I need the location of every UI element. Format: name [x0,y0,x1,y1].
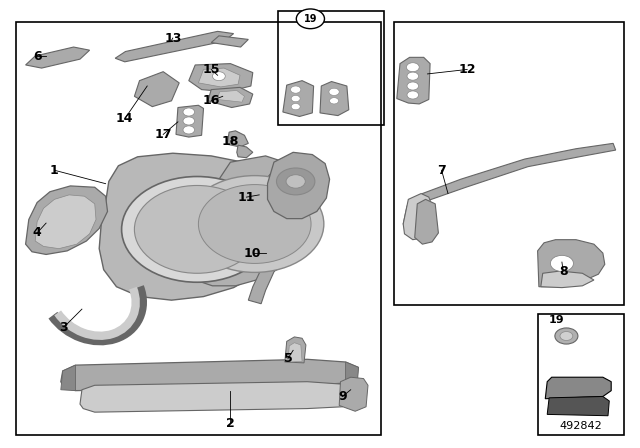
Circle shape [550,255,573,271]
Text: 19: 19 [549,315,564,325]
Circle shape [406,63,419,72]
Polygon shape [538,240,605,287]
Polygon shape [61,365,76,391]
Polygon shape [208,87,253,108]
Polygon shape [242,170,285,229]
Polygon shape [339,377,368,411]
Circle shape [183,126,195,134]
Text: 7: 7 [437,164,446,177]
Circle shape [291,86,301,93]
Polygon shape [403,143,616,229]
Circle shape [407,82,419,90]
Polygon shape [237,145,253,158]
Polygon shape [189,64,253,92]
Text: 13: 13 [164,31,182,45]
Circle shape [330,98,339,104]
Polygon shape [320,82,349,116]
Text: 16: 16 [202,94,220,108]
Polygon shape [198,68,240,87]
Text: 492842: 492842 [560,421,602,431]
Circle shape [291,103,300,110]
Circle shape [291,95,300,102]
Text: 17: 17 [154,128,172,141]
Text: 14: 14 [116,112,134,125]
Polygon shape [541,271,594,288]
Polygon shape [134,72,179,107]
Polygon shape [99,153,296,300]
Text: 18: 18 [221,134,239,148]
Circle shape [183,117,195,125]
Polygon shape [176,105,204,137]
Circle shape [407,72,419,80]
Polygon shape [115,31,234,62]
Circle shape [122,177,273,282]
Polygon shape [80,382,357,412]
Circle shape [296,9,324,29]
Polygon shape [288,343,302,362]
Polygon shape [211,36,248,47]
Text: 19: 19 [303,14,317,24]
Text: 11: 11 [237,190,255,204]
Text: 9: 9 [338,390,347,403]
Text: 10: 10 [244,246,262,260]
Circle shape [134,185,260,273]
Polygon shape [61,359,358,391]
Polygon shape [285,337,306,363]
Circle shape [329,88,339,95]
Polygon shape [268,152,330,219]
Polygon shape [403,194,435,240]
Text: 8: 8 [559,264,568,278]
Text: 1: 1 [50,164,59,177]
Circle shape [183,108,195,116]
Polygon shape [248,238,288,304]
Polygon shape [547,396,609,416]
Text: 6: 6 [33,49,42,63]
Circle shape [276,168,315,195]
Circle shape [555,328,578,344]
Circle shape [286,175,305,188]
Circle shape [212,72,225,81]
Polygon shape [26,186,108,254]
Polygon shape [187,156,317,286]
Polygon shape [283,81,314,116]
Text: 5: 5 [284,352,292,365]
Text: 2: 2 [226,417,235,430]
Text: 4: 4 [33,226,42,240]
Text: 3: 3 [60,320,68,334]
Circle shape [198,185,311,263]
Polygon shape [35,195,96,249]
Circle shape [186,176,324,272]
Circle shape [560,332,573,340]
Polygon shape [218,90,244,102]
Polygon shape [545,377,611,399]
Polygon shape [346,362,358,390]
Circle shape [407,91,419,99]
Polygon shape [26,47,90,68]
Polygon shape [415,199,438,244]
Polygon shape [397,57,430,104]
Text: 15: 15 [202,63,220,76]
Text: 12: 12 [458,63,476,76]
Polygon shape [227,131,248,147]
